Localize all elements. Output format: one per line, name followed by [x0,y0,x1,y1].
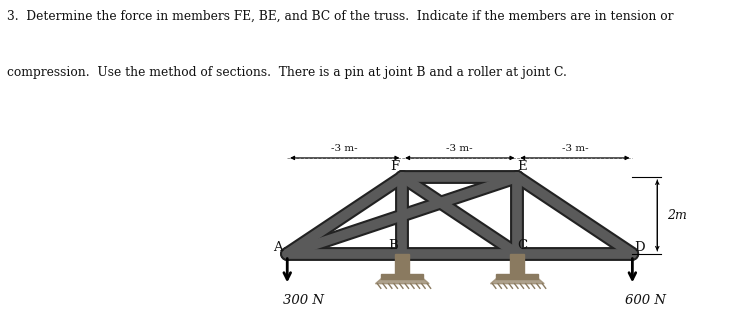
Polygon shape [376,279,429,284]
Text: compression.  Use the method of sections.  There is a pin at joint B and a rolle: compression. Use the method of sections.… [7,66,567,78]
Text: D: D [634,241,645,254]
Text: 2m: 2m [667,209,686,222]
Bar [395,254,409,275]
Bar [496,274,539,279]
Text: F: F [390,160,399,173]
Text: A: A [273,241,282,254]
Text: C: C [517,239,527,252]
Text: -3 m-: -3 m- [561,144,588,153]
Text: 300 N: 300 N [284,294,325,307]
Text: B: B [388,239,398,252]
Bar [510,254,524,275]
Bar [381,274,423,279]
Text: -3 m-: -3 m- [447,144,473,153]
Polygon shape [491,279,544,284]
Text: E: E [517,160,527,173]
Text: 3.  Determine the force in members FE, BE, and BC of the truss.  Indicate if the: 3. Determine the force in members FE, BE… [7,10,674,23]
Text: -3 m-: -3 m- [331,144,358,153]
Text: 600 N: 600 N [625,294,666,307]
